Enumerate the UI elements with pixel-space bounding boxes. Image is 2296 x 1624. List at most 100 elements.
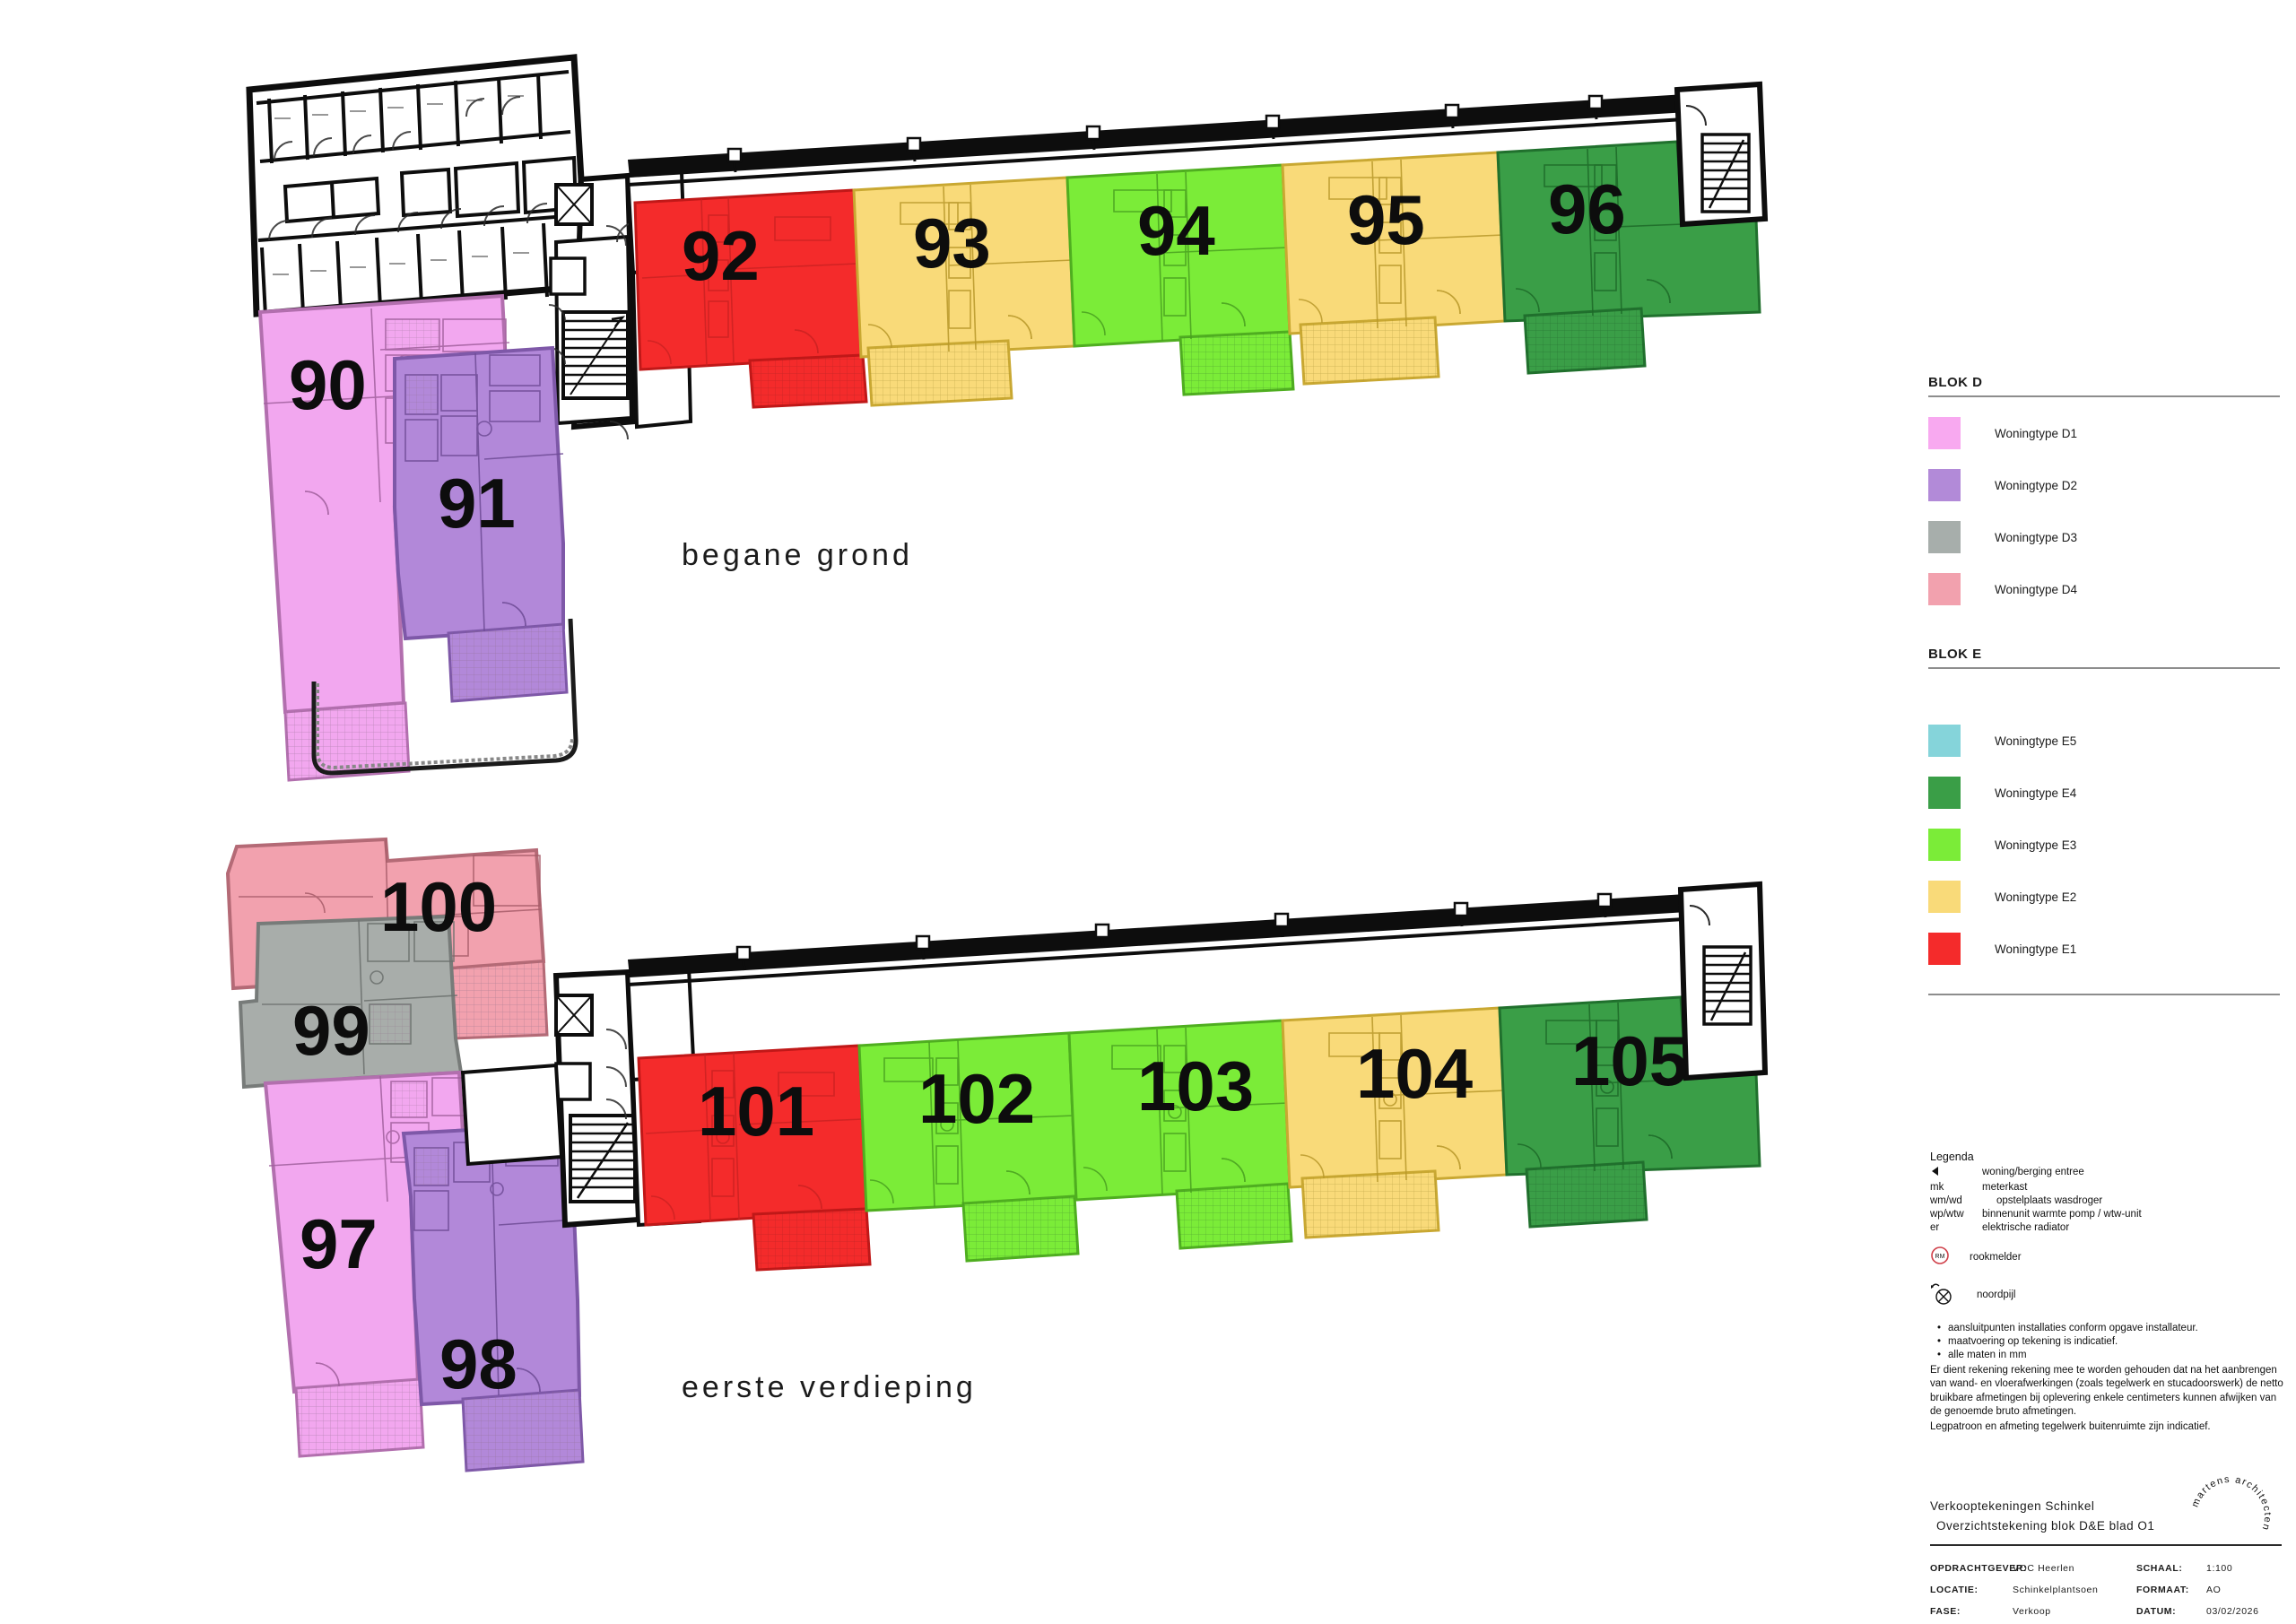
legenda-paragraph-2: Legpatroon en afmeting tegelwerk buitenr… [1930, 1420, 2211, 1432]
title-row-opdrachtgever: OPDRACHTGEVER: VOC Heerlen [1930, 1558, 2136, 1579]
legenda-wmwd-key: wm/wd [1930, 1194, 1962, 1206]
legend-item-d3[interactable]: Woningtype D3 [1928, 517, 2287, 557]
unit-number-99: 99 [292, 991, 370, 1070]
legenda-bullet-2: • maatvoering op tekening is indicatief. [1930, 1335, 2289, 1349]
title-row-schaal: SCHAAL: 1:100 [2136, 1558, 2289, 1579]
legend-block-e: BLOK E Woningtype E5 Woningtype E4 Wonin… [1928, 647, 2287, 995]
legenda-symbol-rookmelder: RM rookmelder [1930, 1246, 2289, 1270]
opdrachtgever-key: OPDRACHTGEVER: [1930, 1563, 2028, 1574]
legenda-er-label: elektrische radiator [1982, 1222, 2070, 1234]
legend-divider-bottom [1928, 994, 2280, 995]
legenda-mk-key: mk [1930, 1181, 1944, 1193]
unit-number-103: 103 [1137, 1046, 1255, 1125]
legenda-mk-label: meterkast [1982, 1181, 2028, 1193]
legend-label-d1: Woningtype D1 [1995, 426, 2078, 440]
legenda-entry-entree: woning/berging entree [1930, 1166, 2289, 1181]
legenda-entry-wmwd: wm/wd opstelplaats wasdroger [1930, 1194, 2289, 1208]
ground-floor-plan [246, 54, 1769, 782]
legend-swatch-e4 [1928, 777, 1961, 809]
unit-96-shape [1496, 140, 1761, 375]
legend-block-d: BLOK D Woningtype D1 Woningtype D2 Wonin… [1928, 375, 2287, 609]
legend-item-e2[interactable]: Woningtype E2 [1928, 877, 2287, 916]
unit-number-101: 101 [698, 1072, 815, 1151]
datum-key: DATUM: [2136, 1606, 2177, 1617]
drawing-title-line-1: Verkooptekeningen Schinkel [1930, 1499, 2095, 1513]
locatie-key: LOCATIE: [1930, 1585, 1979, 1595]
legend-item-e4[interactable]: Woningtype E4 [1928, 773, 2287, 812]
unit-number-102: 102 [918, 1059, 1036, 1138]
title-block: Verkooptekeningen Schinkel Overzichtstek… [1930, 1499, 2289, 1622]
legenda-wpwtw-key: wp/wtw [1930, 1209, 1964, 1220]
legenda-wmwd-label: opstelplaats wasdroger [1996, 1194, 2103, 1206]
legend-item-e1[interactable]: Woningtype E1 [1928, 929, 2287, 968]
legenda-rookmelder-label: rookmelder [1970, 1252, 2022, 1264]
legend-item-d2[interactable]: Woningtype D2 [1928, 465, 2287, 505]
east-stair-ground [1674, 81, 1769, 228]
legenda-bullet-3: • alle maten in mm [1930, 1349, 2289, 1362]
unit-number-105: 105 [1571, 1021, 1689, 1100]
schaal-value: 1:100 [2206, 1563, 2233, 1574]
legend-panel: BLOK D Woningtype D1 Woningtype D2 Wonin… [1928, 375, 2287, 995]
locatie-value: Schinkelplantsoen [2013, 1585, 2099, 1595]
legend-divider-d [1928, 395, 2280, 397]
fase-value: Verkoop [2013, 1606, 2051, 1617]
title-row-datum: DATUM: 03/02/2026 [2136, 1601, 2289, 1622]
legend-label-e3: Woningtype E3 [1995, 838, 2077, 852]
legenda-bullet-1-text: aansluitpunten installaties conform opga… [1948, 1322, 2198, 1333]
unit-number-98: 98 [439, 1324, 517, 1403]
legenda-symbol-noordpijl: noordpijl [1930, 1280, 2289, 1311]
legend-swatch-e2 [1928, 881, 1961, 913]
svg-text:RM: RM [1935, 1254, 1945, 1260]
legend-block-d-title: BLOK D [1928, 375, 1983, 390]
title-block-right-column: SCHAAL: 1:100 FORMAAT: AO DATUM: 03/02/2… [2136, 1558, 2289, 1622]
gallery-wall-first [627, 890, 1760, 986]
legend-label-e5: Woningtype E5 [1995, 734, 2077, 748]
unit-number-95: 95 [1347, 180, 1425, 259]
legend-label-d3: Woningtype D3 [1995, 530, 2078, 544]
legenda-entry-mk: mk meterkast [1930, 1181, 2289, 1194]
east-stair-first [1677, 881, 1769, 1081]
legenda-entree-label: woning/berging entree [1982, 1166, 2084, 1177]
opdrachtgever-value: VOC Heerlen [2013, 1563, 2075, 1574]
legend-swatch-d3 [1928, 521, 1961, 553]
legend-block-e-title: BLOK E [1928, 647, 1982, 662]
title-row-formaat: FORMAAT: AO [2136, 1579, 2289, 1601]
formaat-value: AO [2206, 1585, 2222, 1595]
entree-arrow-icon [1930, 1166, 1982, 1181]
legenda-entry-er: er elektrische radiator [1930, 1221, 2289, 1235]
legenda-bullets: • aansluitpunten installaties conform op… [1930, 1322, 2289, 1363]
fase-key: FASE: [1930, 1606, 1961, 1617]
legend-item-e3[interactable]: Woningtype E3 [1928, 825, 2287, 864]
unit-number-90: 90 [289, 345, 367, 424]
formaat-key: FORMAAT: [2136, 1585, 2189, 1595]
legenda-title: Legenda [1930, 1151, 1974, 1163]
drawing-title-line-2: Overzichtstekening blok D&E blad O1 [1936, 1519, 2155, 1533]
unit-number-94: 94 [1137, 191, 1215, 270]
legenda-bullet-1: • aansluitpunten installaties conform op… [1930, 1322, 2289, 1335]
unit-number-93: 93 [913, 204, 991, 282]
bullet-icon: • [1936, 1322, 1942, 1333]
legenda-bullet-3-text: alle maten in mm [1948, 1350, 2027, 1361]
svg-text:martens architecten: martens architecten [2190, 1474, 2274, 1533]
stamp-text: martens architecten [2190, 1474, 2272, 1533]
floor-label-ground: begane grond [682, 538, 913, 572]
legend-item-e5[interactable]: Woningtype E5 [1928, 721, 2287, 760]
noordpijl-icon [1930, 1280, 1957, 1311]
legenda-paragraph-1: Er dient rekening rekening mee te worden… [1930, 1365, 2283, 1417]
legend-swatch-e5 [1928, 725, 1961, 757]
legenda-entry-wpwtw: wp/wtw binnenunit warmte pomp / wtw-unit [1930, 1208, 2289, 1221]
unit-number-104: 104 [1356, 1034, 1474, 1113]
legend-label-d2: Woningtype D2 [1995, 478, 2078, 492]
legend-item-d1[interactable]: Woningtype D1 [1928, 413, 2287, 453]
legend-divider-e [1928, 667, 2280, 669]
legend-item-d4[interactable]: Woningtype D4 [1928, 569, 2287, 609]
unit-number-92: 92 [682, 216, 760, 295]
title-row-fase: FASE: Verkoop [1930, 1601, 2136, 1622]
legend-label-e2: Woningtype E2 [1995, 890, 2077, 904]
legenda-noordpijl-label: noordpijl [1977, 1289, 2016, 1300]
legend-label-e1: Woningtype E1 [1995, 942, 2077, 956]
storage-block-ground [246, 54, 585, 317]
legend-swatch-e3 [1928, 829, 1961, 861]
unit-number-91: 91 [438, 464, 516, 543]
bullet-icon: • [1936, 1350, 1942, 1361]
